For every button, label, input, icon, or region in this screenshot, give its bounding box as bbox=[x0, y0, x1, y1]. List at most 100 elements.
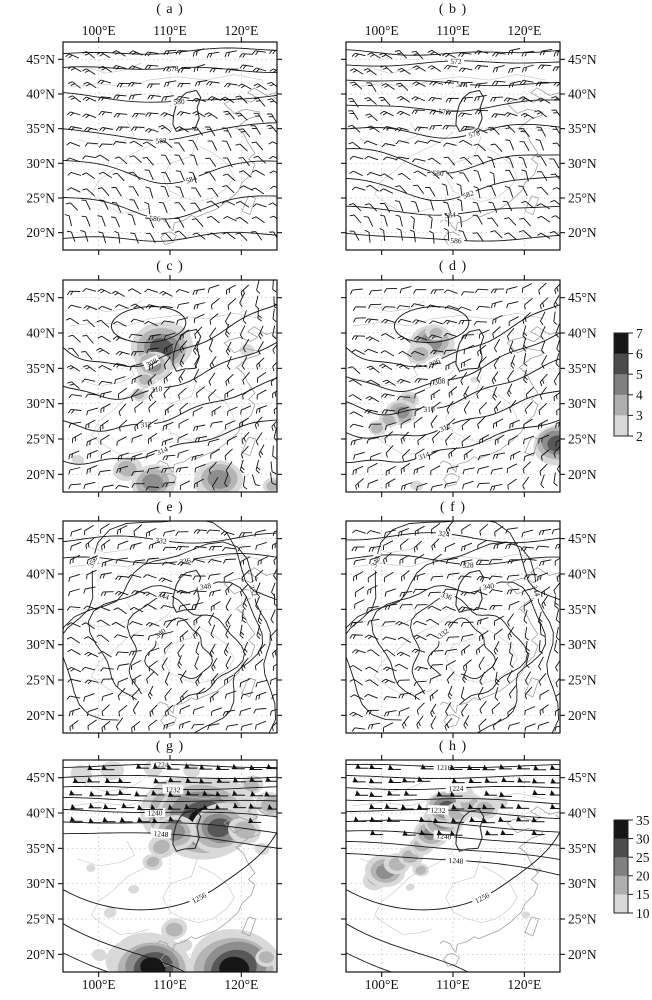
shading bbox=[70, 760, 277, 972]
contour-label-text: 324 bbox=[438, 529, 451, 539]
grid-lines bbox=[63, 280, 277, 492]
lon-tick-label: 120°E bbox=[224, 977, 258, 992]
wind-barbs bbox=[69, 763, 277, 824]
lat-tick-label: 20°N bbox=[26, 947, 55, 962]
panel-g-axes: 45°N 40°N 35°N 30°N 25°N 20°N 100°E 110°E 120°E bbox=[26, 755, 282, 992]
contour-label-text: 340 bbox=[482, 581, 495, 592]
wind-barbs bbox=[348, 521, 560, 733]
basemap bbox=[353, 541, 560, 728]
panel-g-plot-area: 1224 1232 1240 1248 1256 bbox=[63, 760, 277, 972]
lon-tick-label: 100°E bbox=[82, 977, 116, 992]
lon-tick-label: 120°E bbox=[507, 23, 541, 38]
panel-g: 1224 1232 1240 1248 1256 45°N 40°N 35°N 30°N 25°N… bbox=[26, 755, 282, 992]
contour-label: 308 bbox=[430, 375, 449, 387]
lat-tick-label: 20°N bbox=[26, 225, 55, 240]
lat-tick-label: 45°N bbox=[26, 290, 55, 305]
lon-tick-label: 120°E bbox=[507, 977, 541, 992]
contour-label-text: 1248 bbox=[153, 829, 169, 839]
lat-tick-label: 35°N bbox=[568, 121, 597, 136]
shading bbox=[71, 321, 277, 492]
lat-tick-label: 40°N bbox=[26, 87, 55, 102]
contour-label-text: 314 bbox=[417, 450, 431, 462]
contour-label: 336 bbox=[176, 554, 194, 567]
lat-tick-label: 20°N bbox=[26, 708, 55, 723]
lat-tick-label: 40°N bbox=[26, 806, 55, 821]
lon-tick-label: 110°E bbox=[153, 23, 186, 38]
colorbar-segment bbox=[614, 820, 628, 840]
panel-title-c: ( c ) bbox=[156, 259, 184, 274]
contour-label-text: 348 bbox=[199, 581, 212, 592]
contour-label-text: 328 bbox=[462, 560, 474, 569]
lon-tick-label: 110°E bbox=[153, 977, 186, 992]
contour-label: 332 bbox=[152, 534, 170, 546]
panel-frame bbox=[345, 279, 561, 493]
panel-e-axes: 45°N 40°N 35°N 30°N 25°N 20°N bbox=[26, 516, 282, 738]
lat-tick-label: 25°N bbox=[26, 191, 55, 206]
colorbar-tick-label: 6 bbox=[636, 346, 643, 361]
contour-label: 1248 bbox=[150, 828, 172, 839]
contour-label: 584 bbox=[181, 171, 201, 186]
contour-label-text: 1232 bbox=[430, 806, 446, 816]
colorbar-segment bbox=[614, 353, 628, 375]
shading bbox=[368, 324, 560, 491]
lat-tick-label: 45°N bbox=[568, 290, 597, 305]
panel-title-h: ( h ) bbox=[438, 739, 468, 754]
lat-tick-label: 30°N bbox=[26, 156, 55, 171]
contour-label-text: 1240 bbox=[436, 831, 452, 842]
contour-label-text: 310 bbox=[150, 384, 163, 395]
contour-label-text: 584 bbox=[184, 173, 198, 185]
contour-label: 1232 bbox=[162, 784, 184, 794]
grid-lines bbox=[346, 760, 560, 972]
panel-d-axes: 45°N 40°N 35°N 30°N 25°N 20°N bbox=[341, 275, 597, 497]
wind-barbs bbox=[66, 523, 277, 733]
lat-tick-label: 35°N bbox=[26, 841, 55, 856]
panel-b: 572 574 576 578 580 582 584 586 45°N 40°N 35°N 30°N… bbox=[341, 23, 597, 255]
contour-label-text: 576 bbox=[438, 107, 450, 116]
lat-tick-label: 30°N bbox=[26, 396, 55, 411]
lat-tick-label: 20°N bbox=[568, 467, 597, 482]
lat-tick-label: 25°N bbox=[568, 191, 597, 206]
lat-tick-label: 30°N bbox=[568, 637, 597, 652]
lat-tick-label: 40°N bbox=[568, 87, 597, 102]
contour-label: 340 bbox=[479, 580, 498, 592]
contour-label: 574 bbox=[453, 78, 471, 89]
lat-tick-label: 35°N bbox=[568, 361, 597, 376]
colorbar-tick-label: 25 bbox=[636, 850, 650, 865]
contour-label-text: 584 bbox=[444, 210, 456, 220]
contour-label: 348 bbox=[196, 580, 215, 592]
panel-title-e: ( e ) bbox=[156, 500, 184, 515]
contour-label: 572 bbox=[447, 56, 465, 66]
contour-label: 1216 bbox=[433, 762, 455, 772]
contour-label: 580 bbox=[429, 168, 447, 178]
lat-tick-label: 45°N bbox=[568, 531, 597, 546]
colorbar-segment bbox=[614, 894, 628, 914]
contour-label: 312 bbox=[137, 418, 155, 429]
contour-label-text: 336 bbox=[179, 556, 192, 567]
colorbar-segment bbox=[614, 394, 628, 416]
lat-tick-label: 25°N bbox=[26, 673, 55, 688]
contour-label-text: 1232 bbox=[165, 785, 180, 794]
contour-label: 1256 bbox=[187, 888, 211, 907]
panel-frame bbox=[62, 759, 278, 973]
lat-tick-label: 45°N bbox=[568, 770, 597, 785]
panel-frame bbox=[62, 41, 278, 251]
contour-label: 1256 bbox=[470, 888, 494, 907]
colorbar-row2: 7 6 5 4 3 2 bbox=[613, 326, 643, 444]
panel-title-g: ( g ) bbox=[155, 739, 185, 754]
contours: 572 574 576 578 580 582 584 586 bbox=[346, 49, 560, 245]
lat-tick-label: 20°N bbox=[568, 225, 597, 240]
lat-tick-label: 35°N bbox=[26, 121, 55, 136]
lat-tick-label: 40°N bbox=[568, 326, 597, 341]
lat-tick-label: 40°N bbox=[568, 806, 597, 821]
contour-label-text: 1216 bbox=[436, 763, 451, 772]
colorbar-segment bbox=[614, 374, 628, 396]
contour-label: 580 bbox=[170, 96, 188, 106]
colorbar-tick-label: 4 bbox=[636, 388, 643, 403]
basemap bbox=[70, 541, 277, 728]
wind-barbs bbox=[347, 282, 560, 492]
panel-frame bbox=[345, 520, 561, 734]
